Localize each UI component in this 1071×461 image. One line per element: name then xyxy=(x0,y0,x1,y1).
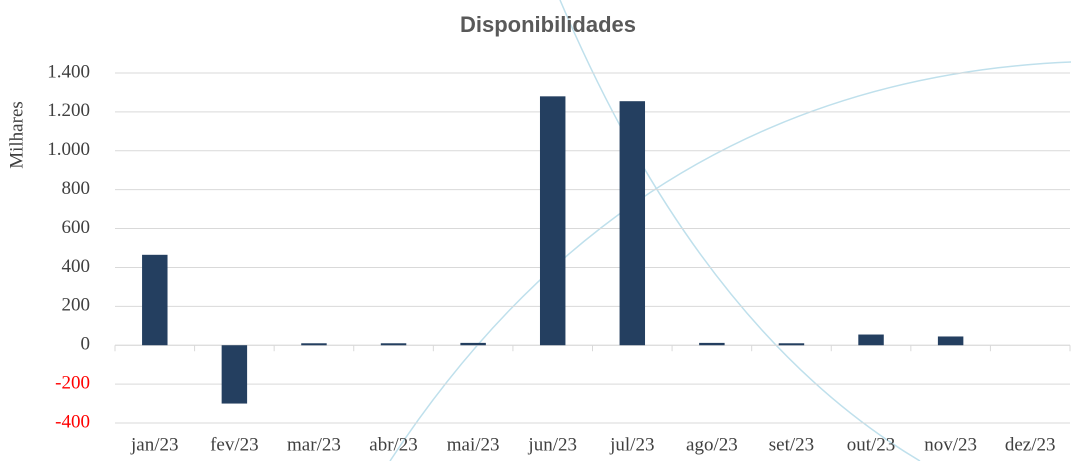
x-tick-label: mai/23 xyxy=(447,434,500,455)
x-tick-label: mar/23 xyxy=(287,434,341,455)
x-tick-label: ago/23 xyxy=(686,434,738,455)
y-tick-label: 1.000 xyxy=(47,139,90,160)
y-tick-label: 400 xyxy=(62,256,91,277)
bar xyxy=(778,343,805,346)
x-tick-label: set/23 xyxy=(769,434,814,455)
bar xyxy=(142,254,168,346)
y-tick-label: -400 xyxy=(55,411,90,432)
bar xyxy=(301,343,327,346)
y-tick-label: 0 xyxy=(81,334,91,355)
x-tick-label: jul/23 xyxy=(609,434,654,455)
y-tick-label: 600 xyxy=(62,217,91,238)
decorative-curve xyxy=(559,0,921,461)
x-tick-label: fev/23 xyxy=(210,434,259,455)
bar xyxy=(619,101,646,346)
y-tick-label: 1.200 xyxy=(47,100,90,121)
x-tick-label: jun/23 xyxy=(527,434,577,455)
x-tick-label: dez/23 xyxy=(1005,434,1056,455)
y-tick-label: 1.400 xyxy=(47,61,90,82)
bar xyxy=(937,336,964,346)
bar xyxy=(460,342,486,346)
bar xyxy=(699,342,725,346)
y-axis-label: Milhares xyxy=(6,101,27,169)
x-tick-label: jan/23 xyxy=(130,434,179,455)
bar xyxy=(221,345,248,404)
bar xyxy=(539,96,566,346)
bar xyxy=(380,343,407,346)
y-tick-label: 200 xyxy=(62,295,91,316)
y-tick-label: -200 xyxy=(55,372,90,393)
x-tick-label: out/23 xyxy=(847,434,896,455)
y-tick-label: 800 xyxy=(62,178,91,199)
chart-title: Disponibilidades xyxy=(460,12,636,37)
decorative-curve xyxy=(389,61,1071,461)
x-tick-label: nov/23 xyxy=(924,434,977,455)
bar xyxy=(858,334,884,346)
x-tick-label: abr/23 xyxy=(369,434,418,455)
